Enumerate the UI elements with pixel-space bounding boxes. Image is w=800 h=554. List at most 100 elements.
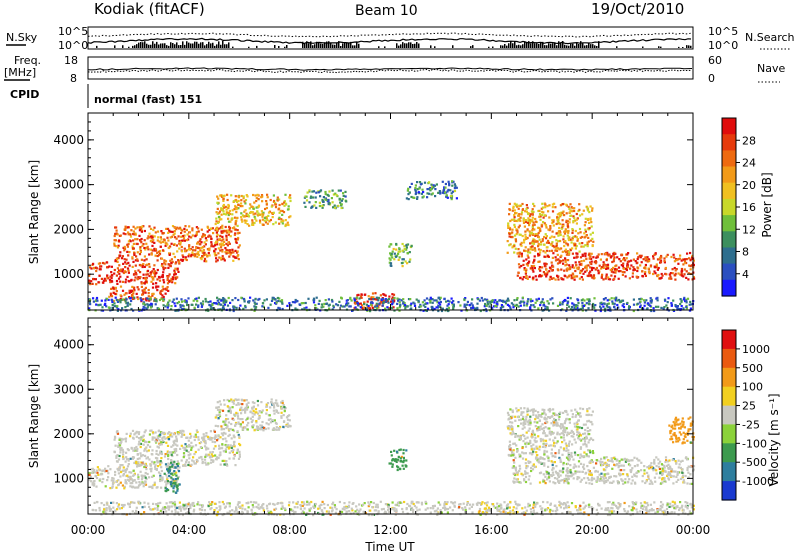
power-data-cell: [335, 194, 338, 197]
power-data-cell: [225, 242, 228, 245]
power-data-cell: [165, 227, 168, 230]
power-data-cell: [404, 260, 407, 263]
power-data-cell: [657, 273, 660, 277]
power-data-cell: [513, 214, 516, 217]
power-data-cell: [452, 300, 455, 303]
power-data-cell: [322, 200, 325, 203]
power-data-cell: [164, 263, 167, 266]
velocity-data-cell: [111, 482, 115, 485]
velocity-data-cell: [118, 466, 122, 469]
power-data-cell: [192, 249, 195, 252]
power-data-cell: [592, 256, 595, 259]
velocity-data-cell: [189, 432, 192, 435]
power-data-cell: [151, 286, 155, 289]
power-data-cell: [527, 298, 530, 301]
power-data-cell: [534, 275, 537, 278]
power-data-cell: [552, 244, 555, 248]
velocity-data-cell: [563, 481, 566, 484]
velocity-data-cell: [159, 479, 162, 483]
power-data-cell: [570, 214, 573, 217]
power-data-cell: [177, 235, 180, 238]
nsearch-label: N.Search: [745, 31, 795, 44]
velocity-data-cell: [154, 440, 157, 443]
velocity-data-cell: [145, 441, 148, 444]
power-data-cell: [215, 228, 219, 231]
power-data-cell: [206, 248, 209, 251]
power-data-cell: [578, 242, 581, 245]
velocity-data-cell: [399, 448, 402, 451]
power-data-cell: [620, 253, 623, 256]
velocity-data-cell: [274, 402, 277, 405]
power-data-cell: [474, 307, 477, 310]
power-data-cell: [270, 212, 274, 215]
power-data-cell: [613, 277, 616, 280]
velocity-data-cell: [214, 445, 217, 448]
velocity-data-cell: [137, 476, 140, 479]
power-data-cell: [594, 262, 597, 265]
velocity-data-cell: [113, 450, 116, 453]
power-data-cell: [162, 271, 165, 274]
power-data-cell: [587, 264, 590, 267]
power-data-cell: [591, 237, 594, 240]
power-data-cell: [447, 188, 450, 191]
power-data-cell: [166, 279, 169, 282]
power-data-cell: [136, 259, 139, 262]
power-data-cell: [218, 243, 221, 246]
power-data-cell: [668, 273, 671, 276]
velocity-data-cell: [134, 432, 137, 435]
power-plot-bg: [88, 113, 693, 310]
power-data-cell: [644, 256, 647, 259]
power-data-cell: [407, 187, 410, 190]
power-data-cell: [575, 222, 578, 225]
velocity-data-cell: [117, 484, 120, 487]
velocity-data-cell: [130, 471, 133, 474]
velocity-data-cell: [197, 436, 200, 439]
power-data-cell: [501, 306, 504, 309]
power-data-cell: [182, 239, 185, 242]
velocity-data-cell: [232, 441, 236, 444]
power-data-cell: [325, 302, 329, 305]
power-data-cell: [674, 269, 677, 272]
power-data-cell: [552, 252, 555, 255]
velocity-data-cell: [276, 402, 279, 405]
power-data-cell: [626, 301, 629, 305]
velocity-data-cell: [205, 434, 208, 437]
velocity-data-cell: [405, 449, 408, 452]
power-data-cell: [590, 268, 594, 272]
power-data-cell: [566, 230, 569, 233]
velocity-data-cell: [103, 470, 107, 473]
power-data-cell: [101, 306, 104, 309]
velocity-data-cell: [603, 462, 606, 465]
power-data-cell: [586, 206, 589, 209]
velocity-data-cell: [158, 461, 162, 464]
velocity-data-cell: [198, 442, 201, 445]
power-data-cell: [495, 304, 498, 307]
power-data-cell: [678, 307, 681, 311]
power-data-cell: [225, 301, 228, 304]
velocity-data-cell: [214, 416, 217, 419]
power-data-cell: [566, 223, 569, 226]
power-data-cell: [565, 309, 568, 312]
power-data-cell: [110, 295, 114, 298]
velocity-data-cell: [281, 401, 284, 405]
power-data-cell: [91, 282, 94, 285]
power-data-cell: [652, 255, 655, 258]
velocity-data-cell: [231, 406, 234, 409]
velocity-data-cell: [577, 465, 580, 468]
velocity-data-cell: [182, 430, 185, 433]
power-data-cell: [584, 270, 587, 273]
velocity-data-cell: [166, 468, 169, 471]
power-data-cell: [401, 265, 404, 268]
velocity-data-cell: [227, 410, 230, 413]
velocity-data-cell: [126, 474, 129, 477]
power-data-cell: [572, 235, 575, 238]
power-data-cell: [470, 302, 473, 305]
power-data-cell: [496, 300, 499, 304]
velocity-data-cell: [405, 465, 408, 468]
power-colorbar-segment: [722, 247, 736, 265]
power-data-cell: [393, 252, 396, 255]
power-data-cell: [185, 301, 188, 304]
power-data-cell: [581, 242, 584, 245]
velocity-data-cell: [565, 474, 568, 477]
power-data-cell: [551, 203, 554, 206]
